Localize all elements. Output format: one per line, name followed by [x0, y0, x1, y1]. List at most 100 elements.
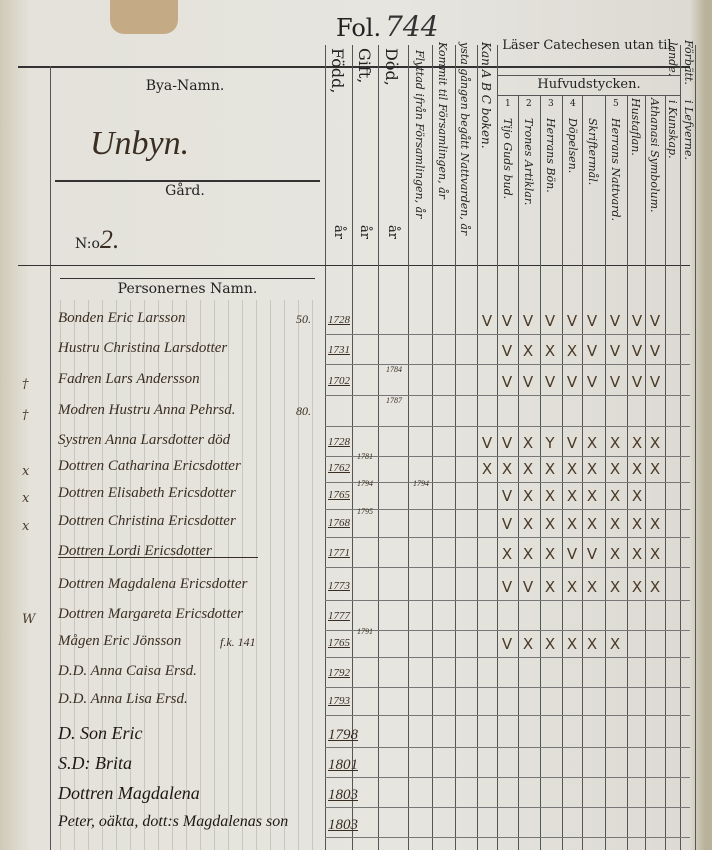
row-rule	[325, 807, 690, 808]
check-mark: X	[566, 515, 578, 533]
check-mark: V	[609, 342, 621, 360]
column-rule	[540, 95, 541, 850]
part-number: 3	[548, 99, 554, 109]
part-number: 5	[613, 99, 619, 109]
check-mark: X	[481, 460, 493, 478]
faint-rule	[130, 300, 131, 850]
row-rule	[325, 482, 690, 483]
check-mark: X	[649, 578, 661, 596]
check-mark: V	[609, 312, 621, 330]
row-rule	[325, 687, 690, 688]
check-mark: V	[501, 434, 513, 452]
person-name: Fadren Lars Andersson	[58, 371, 200, 387]
rule	[497, 95, 680, 96]
birth-year: 1771	[328, 547, 350, 559]
check-mark: X	[609, 460, 621, 478]
part-label: Döpelsen.	[566, 118, 579, 174]
check-mark: X	[566, 460, 578, 478]
farm-label: Gård.	[165, 183, 205, 199]
person-name: D. Son Eric	[58, 723, 143, 743]
person-name: S.D: Brita	[58, 753, 132, 773]
check-mark: V	[586, 342, 598, 360]
column-rule	[665, 95, 666, 850]
check-mark: X	[586, 460, 598, 478]
row-rule	[325, 509, 690, 510]
check-mark: V	[501, 342, 513, 360]
check-mark: V	[501, 487, 513, 505]
col-main-parts: Hufvudstycken.	[537, 77, 641, 92]
folio-label: Fol.	[336, 14, 382, 42]
check-mark: X	[631, 545, 643, 563]
part-label: Trones Artiklar.	[522, 118, 535, 206]
row-rule	[325, 537, 690, 538]
check-mark: X	[586, 578, 598, 596]
check-mark: V	[544, 312, 556, 330]
col-house-table: Hustaflan.	[629, 98, 642, 156]
check-mark: V	[481, 434, 493, 452]
marriage-year: 1791	[357, 627, 373, 636]
check-mark: X	[631, 460, 643, 478]
person-name: Hustru Christina Larsdotter	[58, 340, 228, 356]
check-mark: X	[586, 434, 598, 452]
check-mark: X	[631, 515, 643, 533]
check-mark: V	[586, 312, 598, 330]
part-number: 1	[505, 99, 511, 109]
person-name: Dottren Catharina Ericsdotter	[58, 458, 241, 474]
faint-rule	[242, 300, 243, 850]
check-mark: V	[609, 373, 621, 391]
person-name: Bonden Eric Larsson	[58, 310, 186, 326]
check-mark: X	[649, 460, 661, 478]
check-mark: X	[501, 545, 513, 563]
person-name: Dottren Lordi Ericsdotter	[58, 543, 212, 559]
birth-year: 1793	[328, 695, 350, 707]
faint-rule	[172, 300, 173, 850]
check-mark: X	[522, 515, 534, 533]
part-number: 2	[526, 99, 532, 109]
person-name: Modren Hustru Anna Pehrsd.	[58, 402, 236, 418]
faint-rule	[186, 300, 187, 850]
faint-rule	[158, 300, 159, 850]
check-mark: V	[631, 312, 643, 330]
year-born: år	[331, 225, 346, 239]
row-rule	[325, 426, 690, 427]
person-name: D.D. Anna Lisa Ersd.	[58, 691, 188, 707]
check-mark: X	[544, 635, 556, 653]
faint-rule	[228, 300, 229, 850]
check-mark: X	[566, 342, 578, 360]
check-mark: Y	[545, 434, 555, 452]
row-rule	[325, 567, 690, 568]
margin-mark: x	[22, 519, 30, 534]
column-rule	[695, 45, 696, 850]
death-year: 1787	[386, 396, 402, 405]
check-mark: X	[522, 487, 534, 505]
faint-rule	[144, 300, 145, 850]
part-label: Tijo Guds bud.	[501, 118, 514, 200]
village-name: Unbyn.	[90, 125, 190, 162]
faint-rule	[256, 300, 257, 850]
check-mark: X	[649, 515, 661, 533]
left-rule	[50, 66, 51, 850]
age: 80.	[296, 404, 311, 418]
check-mark: X	[544, 545, 556, 563]
rule	[55, 180, 320, 182]
check-mark: X	[609, 487, 621, 505]
margin-mark: x	[22, 464, 30, 479]
check-mark: X	[586, 487, 598, 505]
village-label: Bya-Namn.	[145, 78, 225, 94]
person-name: D.D. Anna Caisa Ersd.	[58, 663, 197, 679]
column-rule	[352, 45, 353, 850]
faint-rule	[74, 300, 75, 850]
check-mark: V	[566, 312, 578, 330]
check-mark: V	[566, 373, 578, 391]
faint-rule	[60, 300, 61, 850]
marriage-year: 1795	[357, 507, 373, 516]
col-progress-b: Förbätt.	[682, 40, 695, 85]
column-rule	[562, 95, 563, 850]
col-first-communion: ysta gången begått Nattvarden, år	[458, 42, 471, 236]
check-mark: X	[522, 635, 534, 653]
faint-rule	[88, 300, 89, 850]
col-catechism: Läser Catechesen utan til.	[502, 38, 676, 53]
column-rule	[605, 95, 606, 850]
strike-line	[58, 557, 258, 558]
